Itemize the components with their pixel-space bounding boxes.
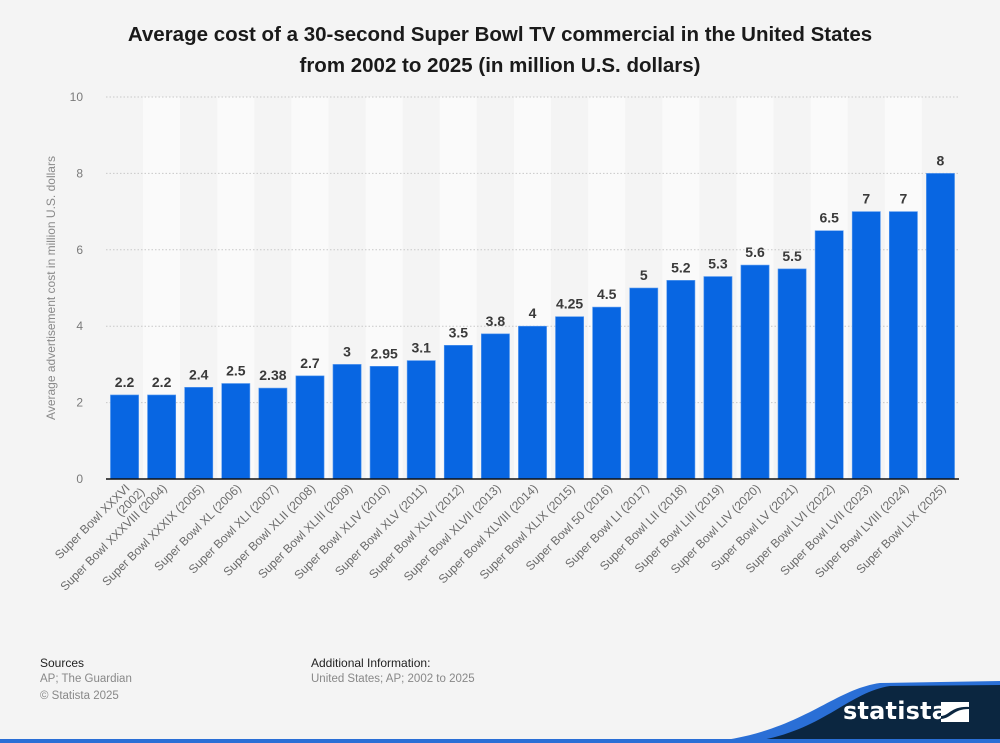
bars [110, 173, 955, 480]
bar [629, 287, 659, 480]
value-label: 4 [529, 305, 537, 321]
value-label: 2.7 [300, 355, 320, 371]
value-label: 5.3 [708, 256, 728, 272]
y-tick-label: 4 [76, 319, 83, 333]
bar [481, 333, 510, 480]
bar [332, 364, 362, 480]
bar [703, 276, 733, 480]
bar [777, 268, 807, 480]
value-label: 2.4 [189, 366, 209, 382]
value-label: 5.2 [671, 259, 691, 275]
value-label: 5 [640, 267, 648, 283]
value-label: 8 [937, 152, 945, 168]
bar [147, 394, 177, 480]
x-axis-tick-labels: Super Bowl XXXVI(2002)Super Bowl XXXVIII… [52, 481, 949, 593]
bar [888, 211, 918, 480]
value-label: 2.2 [115, 374, 135, 390]
bar [443, 344, 473, 480]
bar [110, 394, 139, 480]
bar-chart: 0 2 4 6 8 10 Average advertisement cost in mi… [44, 90, 959, 593]
value-label: 3.8 [486, 313, 506, 329]
value-label: 5.5 [782, 248, 802, 264]
chart-title-line-1: Average cost of a 30-second Super Bowl T… [127, 23, 873, 46]
statista-logo-text[interactable]: statista [843, 697, 949, 725]
bar [851, 211, 881, 480]
value-label: 2.95 [371, 345, 398, 361]
value-label: 7 [862, 191, 870, 207]
value-label: 3.1 [412, 340, 432, 356]
chart-title: Average cost of a 30-second Super Bowl T… [0, 19, 1000, 81]
sources-link[interactable]: AP; The Guardian [40, 673, 132, 685]
value-labels: 2.2 2.2 2.4 2.5 2.38 2.7 3 2.95 3.1 3.5 3.8 4 4.25 4.… [115, 152, 945, 390]
value-label: 7 [899, 191, 907, 207]
statista-logo-icon [941, 702, 969, 722]
bar [518, 325, 547, 480]
value-label: 6.5 [819, 210, 839, 226]
bar [406, 360, 436, 480]
value-label: 3.5 [449, 324, 469, 340]
bar [740, 264, 770, 480]
additional-info-value: United States; AP; 2002 to 2025 [311, 673, 475, 685]
bar [926, 173, 955, 480]
bar [814, 230, 844, 480]
bar [184, 387, 214, 480]
y-tick-label: 2 [76, 396, 83, 410]
y-tick-label: 6 [76, 243, 83, 257]
additional-info-label: Additional Information: [311, 656, 431, 670]
value-label: 5.6 [745, 244, 765, 260]
bar [592, 306, 622, 480]
value-label: 2.5 [226, 363, 246, 379]
chart-title-line-2: from 2002 to 2025 (in million U.S. dolla… [299, 54, 701, 77]
bar [555, 316, 584, 480]
y-tick-label: 0 [76, 472, 83, 486]
value-label: 2.38 [259, 367, 286, 383]
bar [666, 280, 696, 480]
bar [369, 366, 399, 480]
value-label: 4.25 [556, 296, 583, 312]
copyright-text: © Statista 2025 [40, 690, 119, 702]
value-label: 3 [343, 343, 351, 359]
sources-label: Sources [40, 656, 85, 670]
value-label: 4.5 [597, 286, 617, 302]
y-axis-ticks: 0 2 4 6 8 10 [70, 90, 84, 486]
y-axis-label: Average advertisement cost in million U.… [44, 156, 58, 420]
bar [258, 387, 288, 480]
y-tick-label: 10 [70, 90, 84, 104]
value-label: 2.2 [152, 374, 172, 390]
bar [221, 383, 251, 480]
bottom-blue-line [0, 739, 1000, 743]
y-tick-label: 8 [76, 166, 83, 180]
bar [295, 375, 325, 480]
